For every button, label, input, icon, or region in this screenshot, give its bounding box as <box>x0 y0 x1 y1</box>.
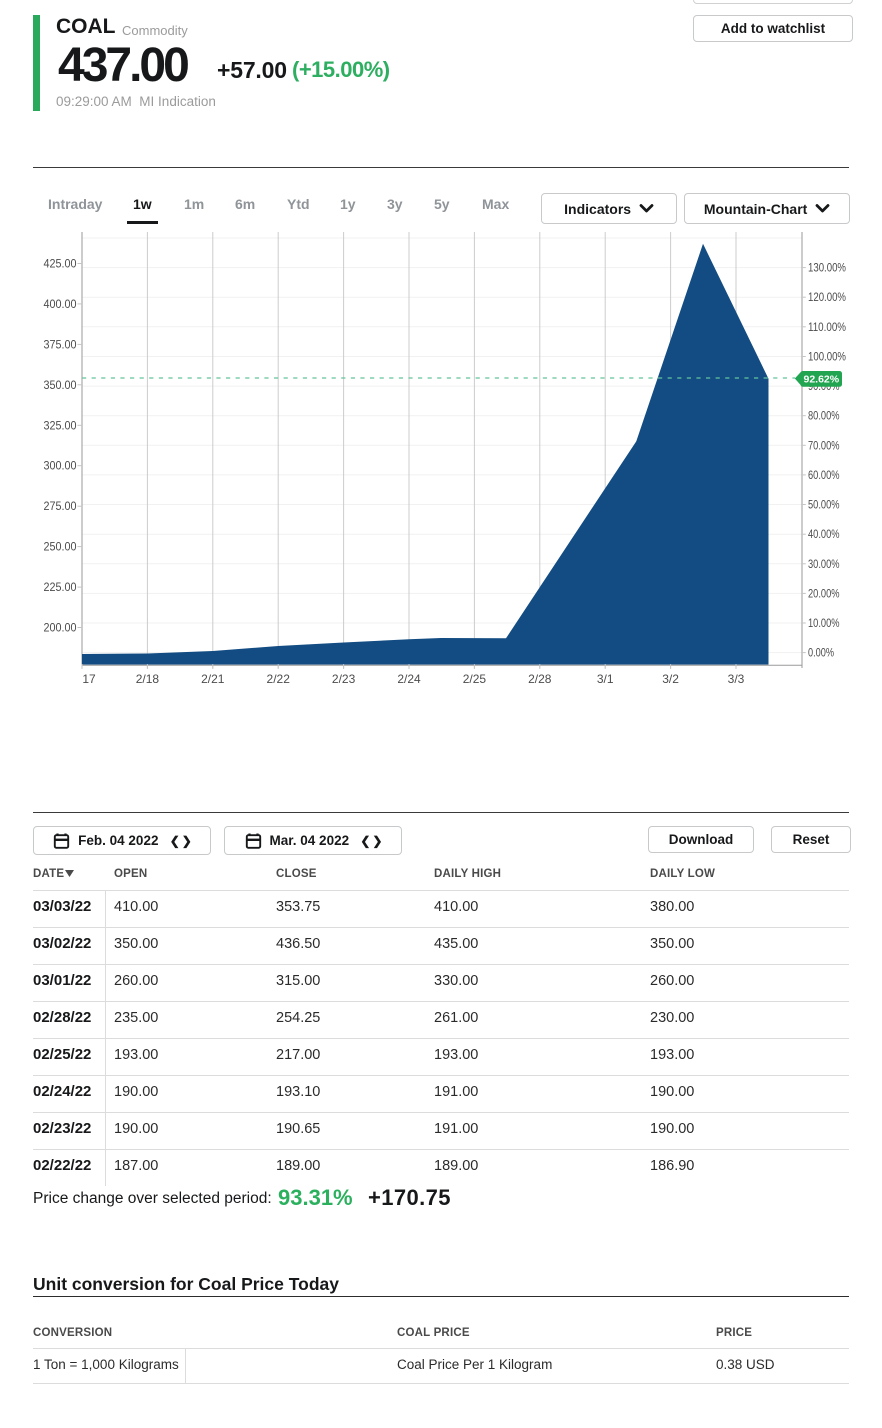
svg-text:60.00%: 60.00% <box>808 470 840 482</box>
svg-text:225.00: 225.00 <box>44 582 77 594</box>
svg-text:3/1: 3/1 <box>597 672 614 686</box>
svg-text:70.00%: 70.00% <box>808 440 840 452</box>
svg-text:2/22: 2/22 <box>267 672 291 686</box>
svg-text:325.00: 325.00 <box>44 420 77 432</box>
svg-text:3/2: 3/2 <box>662 672 679 686</box>
svg-text:350.00: 350.00 <box>44 380 77 392</box>
svg-text:250.00: 250.00 <box>44 542 77 554</box>
svg-text:50.00%: 50.00% <box>808 500 840 512</box>
svg-text:10.00%: 10.00% <box>808 618 840 630</box>
svg-text:200.00: 200.00 <box>44 623 77 635</box>
svg-text:92.62%: 92.62% <box>803 374 839 386</box>
svg-text:2/25: 2/25 <box>463 672 487 686</box>
svg-text:375.00: 375.00 <box>44 339 77 351</box>
svg-text:2/21: 2/21 <box>201 672 225 686</box>
svg-text:2/28: 2/28 <box>528 672 552 686</box>
svg-text:2/18: 2/18 <box>136 672 160 686</box>
svg-text:130.00%: 130.00% <box>808 263 846 275</box>
svg-text:120.00%: 120.00% <box>808 292 846 304</box>
svg-text:400.00: 400.00 <box>44 299 77 311</box>
svg-text:2/23: 2/23 <box>332 672 356 686</box>
svg-text:30.00%: 30.00% <box>808 559 840 571</box>
svg-text:425.00: 425.00 <box>44 259 77 271</box>
svg-text:110.00%: 110.00% <box>808 322 846 334</box>
svg-text:80.00%: 80.00% <box>808 411 840 423</box>
svg-text:20.00%: 20.00% <box>808 588 840 600</box>
svg-text:40.00%: 40.00% <box>808 529 840 541</box>
svg-text:17: 17 <box>82 672 96 686</box>
svg-text:0.00%: 0.00% <box>808 648 834 660</box>
svg-text:2/24: 2/24 <box>397 672 421 686</box>
svg-text:100.00%: 100.00% <box>808 352 846 364</box>
svg-text:3/3: 3/3 <box>728 672 745 686</box>
svg-text:275.00: 275.00 <box>44 501 77 513</box>
svg-text:300.00: 300.00 <box>44 461 77 473</box>
